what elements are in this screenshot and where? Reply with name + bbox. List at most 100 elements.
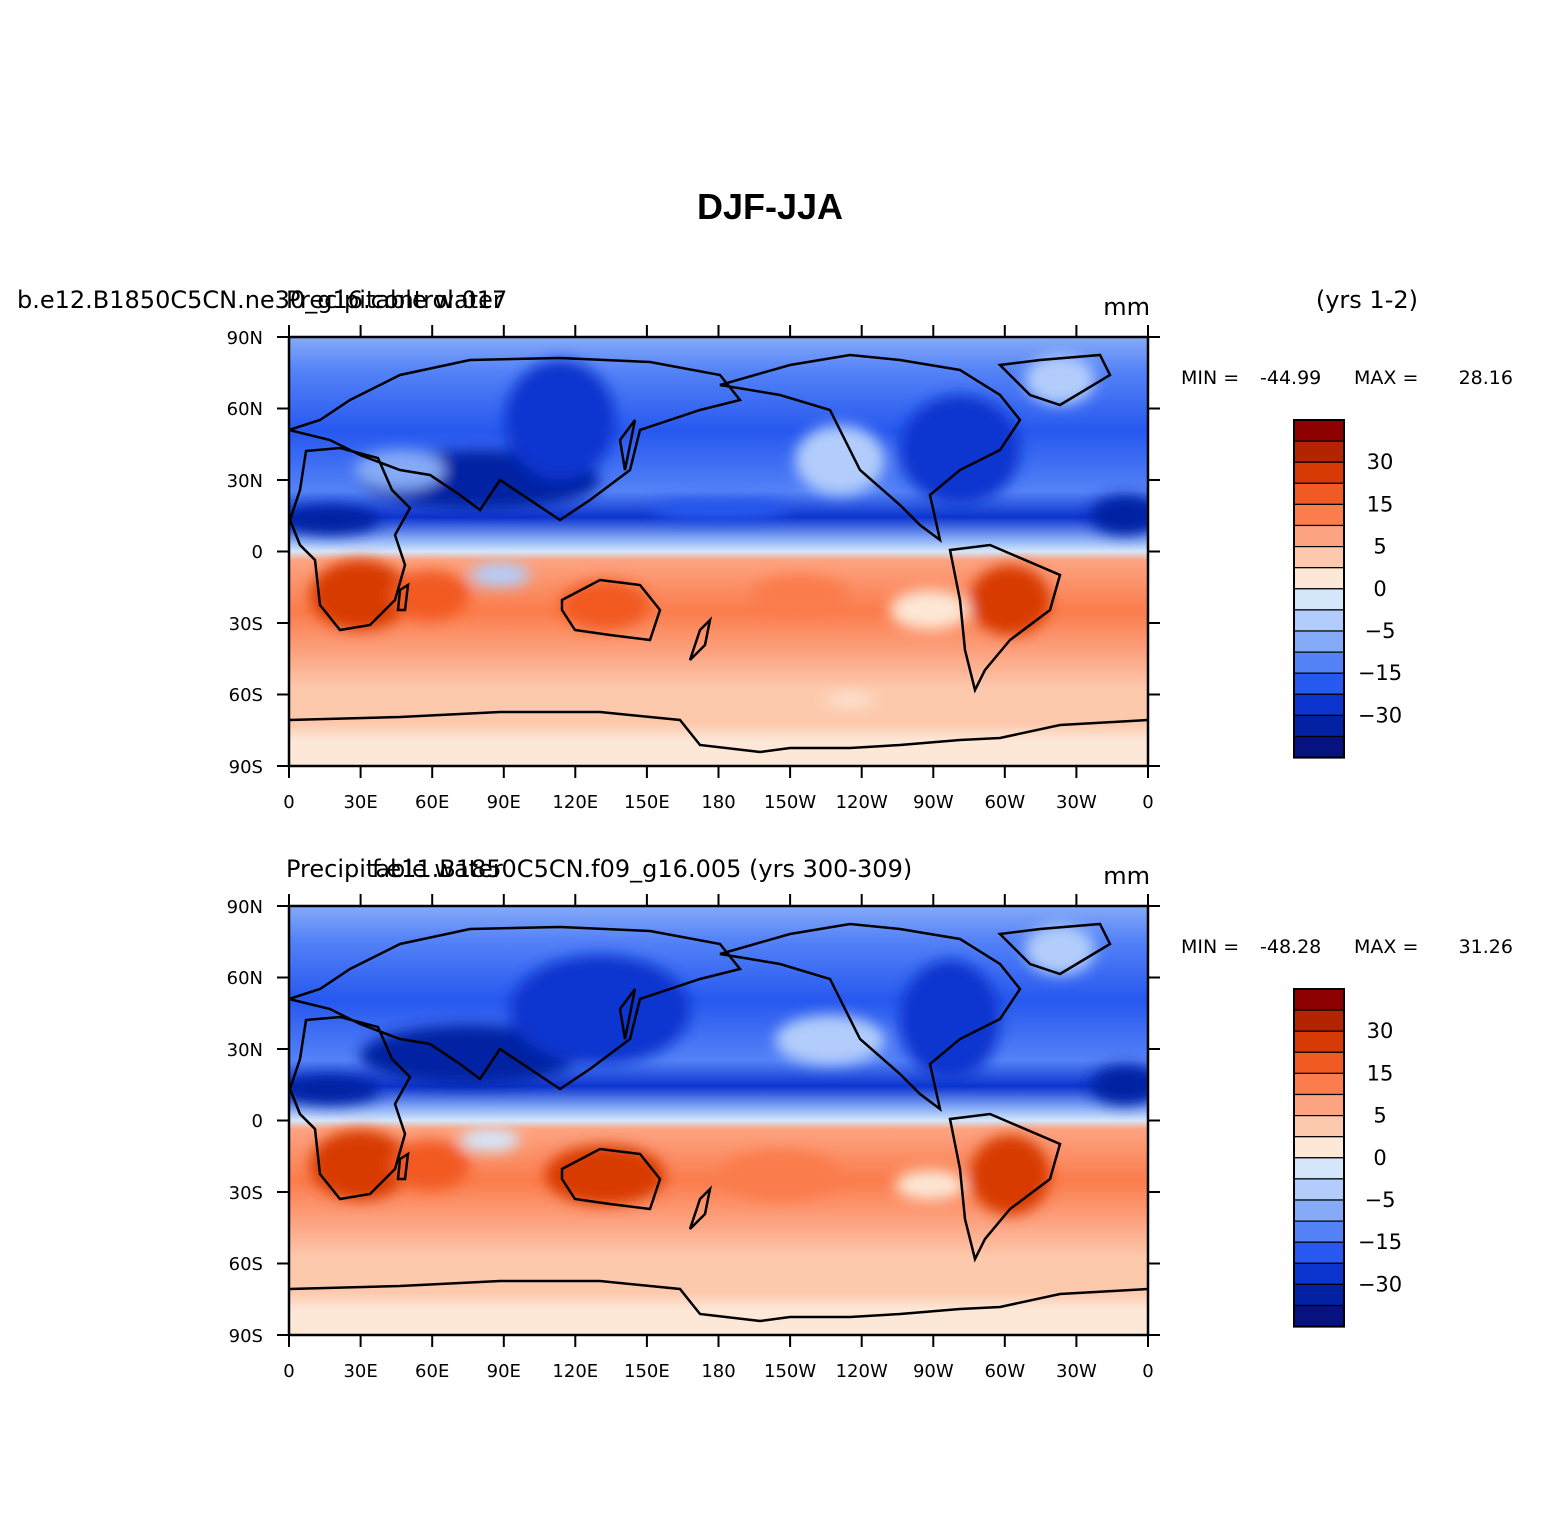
lon-label-0: 0 — [283, 792, 294, 813]
colorbar-swatch — [1293, 988, 1345, 1011]
colorbar-bottom: 30 15 5 0 −5 −15 −30 — [1293, 988, 1402, 1328]
colorbar-swatch — [1293, 1157, 1345, 1180]
lat-label-60s: 60S — [229, 685, 263, 706]
lon-axis-bottom — [288, 894, 1149, 1347]
lat-label-60n: 60N — [227, 399, 263, 420]
colorbar-swatch — [1293, 1051, 1345, 1075]
lon-label-150w: 150W — [764, 792, 816, 813]
colorbar-swatch — [1293, 630, 1345, 653]
colorbar-swatch — [1293, 1114, 1345, 1138]
coastlines-top — [289, 353, 1148, 754]
colorbar-swatch — [1293, 1178, 1345, 1201]
colorbar-swatch — [1293, 545, 1345, 569]
colorbar-label: 15 — [1367, 492, 1394, 516]
lon-label-30w: 30W — [1056, 1361, 1097, 1382]
years-label-top: (yrs 1-2) — [1316, 286, 1418, 314]
colorbar-label: −30 — [1358, 703, 1402, 727]
colorbar-swatch — [1293, 714, 1345, 738]
colorbar-swatch — [1293, 1072, 1345, 1096]
map-panel-top: b.e12.B1850C5CN.ne30_g16.control.017 Pre… — [17, 286, 1513, 813]
lon-label-0-end: 0 — [1142, 1361, 1153, 1382]
colorbar-swatch — [1293, 1241, 1345, 1264]
map-panel-bottom: Precipitable water f.e11.B1850C5CN.f09_g… — [227, 855, 1513, 1382]
lon-label-120w: 120W — [836, 792, 888, 813]
lon-label-150e: 150E — [624, 1361, 670, 1382]
case-title-top: b.e12.B1850C5CN.ne30_g16.control.017 — [17, 286, 507, 314]
lon-label-90w: 90W — [913, 792, 954, 813]
colorbar-swatch — [1293, 1220, 1345, 1243]
lat-label-60n: 60N — [227, 968, 263, 989]
lat-axis-bottom — [277, 905, 1160, 1336]
colorbar-swatch — [1293, 1199, 1345, 1222]
lat-label-90n: 90N — [227, 328, 263, 349]
lat-label-30n: 30N — [227, 471, 263, 492]
case-title-bottom: f.e11.B1850C5CN.f09_g16.005 (yrs 300-309… — [372, 855, 912, 883]
lon-label-30w: 30W — [1056, 792, 1097, 813]
lon-tick-labels-bottom: 0 30E 60E 90E 120E 150E 180 150W 120W 90… — [283, 1361, 1153, 1382]
lon-label-0-end: 0 — [1142, 792, 1153, 813]
colorbar-swatch — [1293, 672, 1345, 695]
units-label-top: mm — [1103, 293, 1150, 321]
contour-field-bottom — [289, 906, 1148, 1335]
colorbar-swatch — [1293, 567, 1345, 590]
max-value-bottom: 31.26 — [1459, 936, 1513, 958]
lon-label-180: 180 — [701, 792, 735, 813]
lon-label-60e: 60E — [415, 1361, 449, 1382]
colorbar-swatch — [1293, 588, 1345, 611]
colorbar-label: 30 — [1367, 450, 1394, 474]
colorbar-label: 30 — [1367, 1019, 1394, 1043]
colorbar-frame — [1293, 988, 1345, 1328]
colorbar-label: 0 — [1373, 1146, 1386, 1170]
lon-label-120e: 120E — [552, 1361, 598, 1382]
lon-label-150e: 150E — [624, 792, 670, 813]
lon-label-0: 0 — [283, 1361, 294, 1382]
colorbar-swatch — [1293, 1262, 1345, 1286]
lon-label-90w: 90W — [913, 1361, 954, 1382]
colorbar-label: 5 — [1373, 535, 1386, 559]
colorbar-label: −5 — [1365, 619, 1396, 643]
max-label-top: MAX = — [1354, 367, 1418, 389]
colorbar-swatch — [1293, 735, 1345, 759]
colorbar-swatch — [1293, 1009, 1345, 1032]
colorbar-swatch — [1293, 609, 1345, 632]
lat-axis-top — [277, 336, 1160, 767]
colorbar-swatch — [1293, 503, 1345, 527]
lon-label-30e: 30E — [343, 792, 377, 813]
lon-label-30e: 30E — [343, 1361, 377, 1382]
colorbar-swatch — [1293, 524, 1345, 548]
colorbar-swatch — [1293, 1304, 1345, 1328]
variable-title-top: Precipitable water — [286, 286, 503, 314]
min-label-bottom: MIN = — [1181, 936, 1239, 958]
colorbar-top: 30 15 5 0 −5 −15 −30 — [1293, 419, 1402, 759]
colorbar-frame — [1293, 419, 1345, 759]
colorbar-swatch — [1293, 461, 1345, 484]
min-value-bottom: -48.28 — [1260, 936, 1321, 958]
coastlines-bottom — [289, 922, 1148, 1323]
colorbar-swatch — [1293, 1030, 1345, 1053]
variable-title-bottom: Precipitable water — [286, 855, 503, 883]
colorbar-label: −15 — [1358, 661, 1402, 685]
lat-label-60s: 60S — [229, 1254, 263, 1275]
lat-label-90s: 90S — [229, 1326, 263, 1347]
lat-label-90n: 90N — [227, 897, 263, 918]
lat-label-0: 0 — [252, 542, 263, 563]
lon-label-60e: 60E — [415, 792, 449, 813]
lat-label-30n: 30N — [227, 1040, 263, 1061]
colorbar-swatch — [1293, 1093, 1345, 1117]
max-label-bottom: MAX = — [1354, 936, 1418, 958]
colorbar-label: 5 — [1373, 1104, 1386, 1128]
lon-label-60w: 60W — [984, 1361, 1025, 1382]
max-value-top: 28.16 — [1459, 367, 1513, 389]
lat-tick-labels-bottom: 90N 60N 30N 0 30S 60S 90S — [227, 897, 263, 1347]
lat-label-90s: 90S — [229, 757, 263, 778]
lon-tick-labels-top: 0 30E 60E 90E 120E 150E 180 150W 120W 90… — [283, 792, 1153, 813]
min-value-top: -44.99 — [1260, 367, 1321, 389]
lat-tick-labels-top: 90N 60N 30N 0 30S 60S 90S — [227, 328, 263, 778]
contour-field-top — [289, 337, 1148, 766]
units-label-bottom: mm — [1103, 862, 1150, 890]
lon-label-120e: 120E — [552, 792, 598, 813]
lon-axis-top — [288, 325, 1149, 778]
colorbar-label: 15 — [1367, 1061, 1394, 1085]
minmax-bottom: MIN = -48.28 MAX = 31.26 — [1181, 936, 1513, 958]
